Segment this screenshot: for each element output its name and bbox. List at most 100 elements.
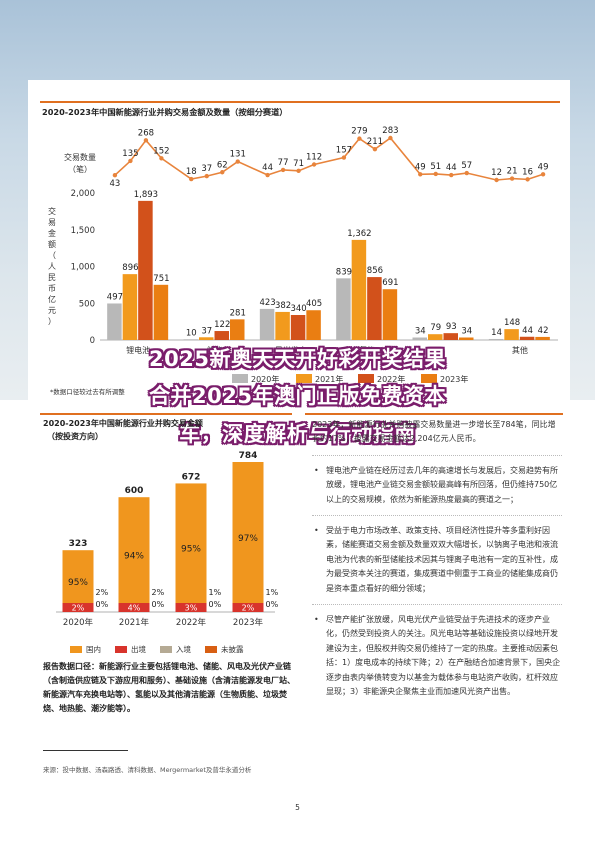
bar-value-label: 44 — [522, 326, 533, 336]
count-point — [357, 136, 362, 141]
chart2-title-line2: （按投资方向） — [47, 432, 103, 441]
legend-swatch — [70, 646, 82, 653]
count-label-value: 16 — [522, 167, 533, 177]
bar — [351, 239, 367, 340]
domestic-pct-label: 94% — [124, 552, 144, 562]
y-tick-label: 2,000 — [71, 189, 95, 199]
bar-domestic — [175, 483, 207, 603]
bar-value-label: 856 — [367, 266, 383, 276]
bar-domestic — [232, 462, 264, 603]
inbound-pct-label: 1% — [266, 588, 279, 597]
count-label-value: 152 — [153, 146, 169, 156]
bar-outbound — [62, 603, 94, 612]
x-tick-label: 2021年 — [119, 617, 150, 628]
count-point — [494, 177, 499, 183]
count-point — [464, 170, 469, 176]
count-label-value: 279 — [351, 127, 367, 137]
count-point — [388, 135, 393, 141]
count-label-value: 18 — [186, 167, 197, 177]
undisclosed-pct-label: 0% — [209, 600, 222, 609]
count-label-value: 12 — [491, 168, 502, 178]
count-label-value: 135 — [122, 149, 138, 159]
bar — [367, 277, 382, 340]
bar-value-label: 148 — [504, 318, 520, 328]
bar — [259, 308, 275, 340]
source-divider — [43, 750, 128, 751]
direction-chart: 32395%2%2%0%2020年60094%4%2%0%2021年67295%… — [56, 451, 279, 628]
bar — [428, 334, 443, 340]
count-label-value: 268 — [138, 128, 154, 138]
count-label-value: 37 — [201, 164, 212, 174]
legend-swatch — [296, 374, 312, 383]
y-axis-label-char: 易 — [48, 218, 56, 227]
chart1-note: *数据口径较过去有所调整 — [50, 388, 125, 396]
bullet-wind-solar: 尽管产能扩张放缓，风电光伏产业链受益于先进技术的逐步产业化，仍然受到投资人的关注… — [312, 613, 562, 707]
bar-value-label: 79 — [430, 323, 441, 333]
y-tick-label: 500 — [79, 299, 95, 309]
count-label-value: 77 — [278, 158, 289, 168]
count-point — [265, 172, 270, 178]
bar — [199, 337, 214, 340]
bar-value-label: 34 — [415, 327, 426, 337]
count-point — [418, 172, 423, 177]
y-axis-label-char: 民 — [48, 273, 56, 282]
overlay-line-2: 合并2025年澳门正版免费资本 — [149, 384, 446, 408]
inbound-pct-label: 1% — [209, 588, 222, 597]
bar — [519, 336, 535, 340]
bar — [412, 337, 427, 340]
count-label-value: 44 — [262, 163, 273, 173]
data-caliber-note: 报告数据口径：新能源行业主要包括锂电池、储能、风电及光伏产业链（含制造供应链及下… — [43, 662, 295, 713]
undisclosed-pct-label: 0% — [96, 600, 109, 609]
outbound-pct-label: 4% — [128, 604, 141, 613]
bullet-storage: 受益于电力市场改革、政策支持、项目经济性提升等多重利好因素，储能赛道交易金额及数… — [312, 524, 562, 606]
y-axis-label-char: 额 — [48, 239, 56, 249]
count-point — [159, 156, 164, 161]
domestic-pct-label: 95% — [181, 545, 201, 555]
y-tick-label: 1,500 — [71, 226, 95, 236]
count-point — [372, 146, 378, 152]
bar-value-label: 93 — [446, 322, 457, 332]
y-axis-label-char: （ — [48, 251, 56, 260]
count-point — [449, 172, 454, 178]
count-point — [220, 170, 225, 175]
chart1-title: 2020-2023年中国新能源行业并购交易金额及数量（按细分赛道） — [42, 107, 288, 117]
x-tick-label: 其他 — [512, 345, 528, 355]
bar-domestic — [118, 497, 150, 603]
bar — [504, 329, 519, 340]
count-point — [540, 172, 546, 177]
legend-label: 2020年 — [251, 374, 279, 384]
bar — [306, 310, 321, 340]
inbound-pct-label: 2% — [96, 588, 109, 597]
chart2-title: 2020-2023年中国新能源行业并购交易金额 — [43, 419, 203, 428]
count-label-unit: （笔） — [68, 164, 92, 174]
bar-outbound — [175, 603, 207, 612]
count-label-value: 131 — [230, 150, 246, 160]
bar — [382, 289, 398, 340]
count-point — [189, 176, 194, 182]
bar — [138, 200, 153, 340]
legend-label: 2022年 — [377, 374, 405, 384]
total-label: 600 — [125, 486, 144, 496]
bar-value-label: 122 — [214, 320, 230, 330]
bar-value-label: 340 — [290, 304, 306, 314]
bar-value-label: 382 — [275, 301, 291, 311]
y-axis-label-char: 金 — [48, 228, 56, 238]
total-label: 784 — [239, 451, 258, 461]
chart2-title-rule — [40, 413, 292, 415]
x-tick-label: 锂电池 — [126, 345, 150, 355]
legend-label: 2023年 — [440, 374, 468, 384]
count-label-value: 57 — [461, 161, 472, 171]
x-tick-label: 2022年 — [176, 617, 207, 628]
legend-item-outbound: 出境 — [115, 644, 146, 655]
count-label-value: 44 — [446, 163, 457, 173]
bar — [443, 333, 458, 340]
count-label: 交易数量 — [64, 152, 96, 162]
legend-label: 2021年 — [315, 374, 343, 384]
count-point — [143, 138, 149, 143]
x-tick-label: 储能 — [207, 345, 223, 355]
bar — [153, 284, 169, 340]
bar-value-label: 14 — [491, 328, 502, 338]
legend-swatch — [205, 646, 217, 653]
legend-item-undisclosed: 未披露 — [205, 644, 244, 655]
bar-value-label: 37 — [201, 326, 212, 336]
